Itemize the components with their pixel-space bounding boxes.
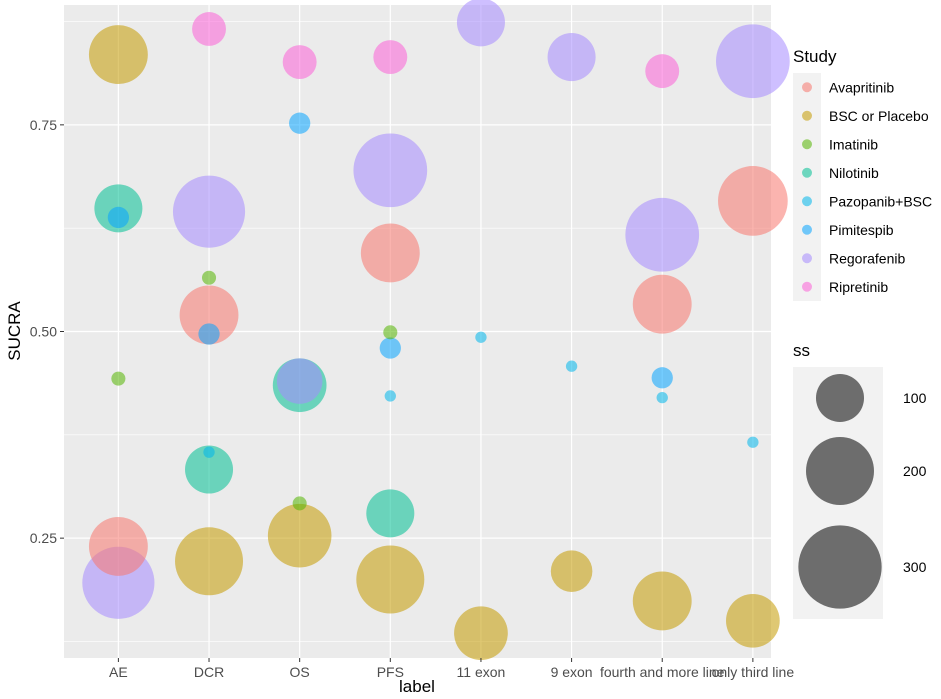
bubble-ripretinib xyxy=(373,40,408,75)
y-axis-title: SUCRA xyxy=(5,301,24,361)
bubble-nilotinib xyxy=(185,445,234,494)
bubble-pimitespib xyxy=(198,323,220,345)
x-tick-label: only third line xyxy=(712,664,795,680)
bubble-avapritinib xyxy=(632,274,692,334)
bubble-pimitespib xyxy=(289,112,311,134)
x-axis-title: label xyxy=(399,677,435,696)
bubble-imatinib xyxy=(292,496,307,511)
x-tick-label: AE xyxy=(109,664,128,680)
legend-ss-title: ss xyxy=(793,341,810,360)
bubble-regorafenib xyxy=(716,24,790,99)
y-axis: 0.25 0.50 0.75 xyxy=(30,117,64,546)
bubble-bsc-or-placebo xyxy=(175,527,244,596)
x-tick-label: fourth and more line xyxy=(600,664,725,680)
bubble-bsc-or-placebo xyxy=(632,571,692,631)
legend-study-label: Nilotinib xyxy=(829,165,879,181)
legend-study: Study Avapritinib BSC or Placebo Imatinib N… xyxy=(793,47,932,301)
bubble-ripretinib xyxy=(645,54,680,89)
bubble-pazopanib-bsc xyxy=(747,436,759,448)
bubble-regorafenib xyxy=(172,175,246,248)
legend-swatch xyxy=(802,253,812,264)
legend-size-circle xyxy=(805,436,875,506)
bubble-pazopanib-bsc xyxy=(384,390,396,402)
bubble-imatinib xyxy=(111,371,126,386)
legend-swatch xyxy=(802,281,812,292)
legend-size-label: 100 xyxy=(903,390,927,406)
legend-swatch xyxy=(802,110,812,121)
bubble-imatinib xyxy=(383,325,398,340)
bubble-pazopanib-bsc xyxy=(565,360,578,372)
bubble-bsc-or-placebo xyxy=(267,503,332,568)
bubble-bsc-or-placebo xyxy=(88,25,148,85)
legend-study-label: Avapritinib xyxy=(829,79,894,95)
y-tick-label: 0.25 xyxy=(30,530,57,546)
bubble-pimitespib xyxy=(107,206,130,229)
legend-size-circle xyxy=(815,373,865,423)
legend-study-label: BSC or Placebo xyxy=(829,108,929,124)
legend-swatch xyxy=(802,224,812,235)
bubble-imatinib xyxy=(201,270,217,285)
x-axis: AE DCR OS PFS 11 exon 9 exon fourth and more l… xyxy=(109,658,794,680)
bubble-avapritinib xyxy=(88,516,148,576)
bubble-bsc-or-placebo xyxy=(726,593,780,648)
bubble-regorafenib xyxy=(353,133,428,208)
bubble-regorafenib xyxy=(625,197,700,272)
bubble-bsc-or-placebo xyxy=(356,545,425,614)
legend-swatch xyxy=(802,196,812,207)
legend-swatch xyxy=(802,82,812,93)
y-tick-label: 0.75 xyxy=(30,117,57,133)
bubble-bsc-or-placebo xyxy=(454,606,508,661)
legend-swatch xyxy=(802,139,812,150)
x-tick-label: PFS xyxy=(377,664,404,680)
x-tick-label: 9 exon xyxy=(551,664,593,680)
legend-study-label: Pimitespib xyxy=(829,222,894,238)
bubble-regorafenib xyxy=(456,0,505,47)
legend-study-label: Ripretinib xyxy=(829,279,888,295)
bubble-pimitespib xyxy=(379,337,401,359)
x-tick-label: DCR xyxy=(194,664,224,680)
bubble-ripretinib xyxy=(192,12,226,46)
legend-size-circle xyxy=(798,525,882,609)
legend-study-label: Pazopanib+BSC xyxy=(829,193,932,209)
bubble-regorafenib xyxy=(276,358,323,404)
legend-study-title: Study xyxy=(793,47,837,66)
bubble-avapritinib xyxy=(718,166,788,236)
bubble-pazopanib-bsc xyxy=(475,331,487,343)
x-tick-label: 11 exon xyxy=(457,664,506,680)
bubble-pazopanib-bsc xyxy=(656,391,668,404)
data-points xyxy=(82,0,790,661)
bubble-regorafenib xyxy=(547,33,596,82)
x-tick-label: OS xyxy=(290,664,310,680)
bubble-bsc-or-placebo xyxy=(550,550,593,592)
legend-study-label: Imatinib xyxy=(829,136,878,152)
legend-ss: ss 100 200 300 xyxy=(793,341,927,619)
y-tick-label: 0.50 xyxy=(30,324,57,340)
bubble-nilotinib xyxy=(366,489,415,538)
bubble-ripretinib xyxy=(282,45,317,79)
legend-swatch xyxy=(802,167,812,178)
bubble-pazopanib-bsc xyxy=(203,446,215,458)
bubble-avapritinib xyxy=(179,285,239,345)
legend-study-label: Regorafenib xyxy=(829,250,905,266)
legend-size-label: 300 xyxy=(903,559,927,575)
legend-size-label: 200 xyxy=(903,463,927,479)
bubble-avapritinib xyxy=(360,223,420,283)
bubble-pimitespib xyxy=(651,367,673,389)
